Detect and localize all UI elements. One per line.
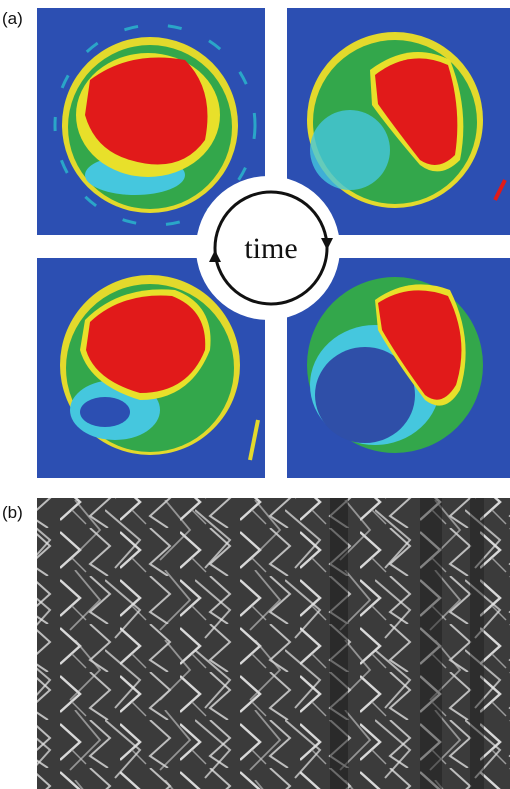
panel-label: (b) xyxy=(2,503,23,522)
center-label: time xyxy=(244,232,297,265)
panel-label: (a) xyxy=(2,9,23,28)
figure: time (a) (b) xyxy=(0,0,510,789)
spatiotemporal-image xyxy=(37,498,510,789)
page: time (a) (b) (() => { const data = JSON.… xyxy=(0,0,510,789)
